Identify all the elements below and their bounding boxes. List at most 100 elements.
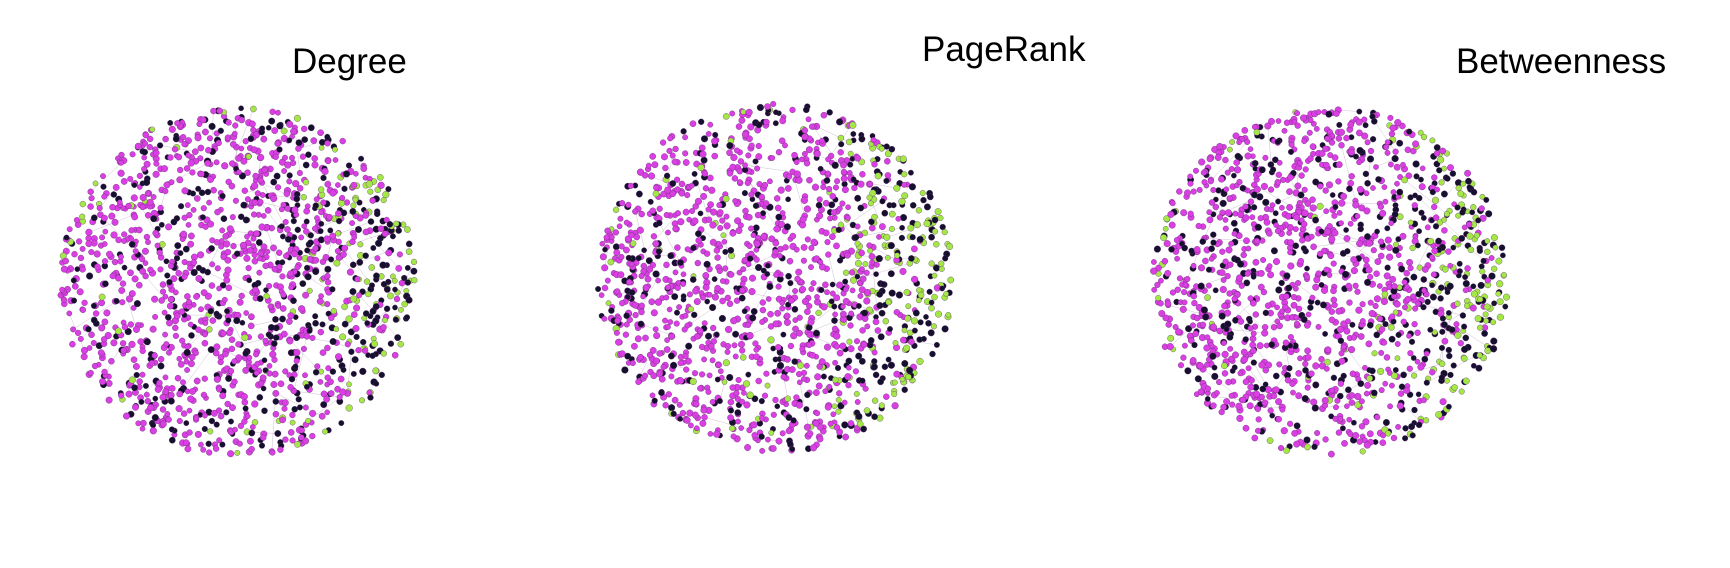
network-node	[754, 165, 761, 172]
network-node	[679, 409, 687, 417]
network-node	[764, 103, 771, 110]
network-node	[216, 437, 223, 444]
network-node	[618, 350, 626, 358]
network-node	[393, 220, 400, 227]
network-node	[868, 253, 876, 260]
network-node	[1405, 172, 1413, 179]
network-node	[1392, 367, 1399, 373]
network-node	[286, 120, 294, 128]
network-node	[1295, 280, 1301, 286]
network-node	[94, 263, 101, 271]
network-node	[767, 323, 775, 330]
network-node	[1420, 215, 1427, 221]
network-node	[826, 383, 833, 390]
network-node	[368, 264, 376, 271]
network-node	[1308, 370, 1315, 377]
network-node	[163, 258, 170, 265]
network-node	[162, 388, 169, 395]
network-node	[735, 376, 742, 384]
network-node	[863, 288, 872, 297]
network-node	[324, 140, 331, 147]
network-node	[367, 188, 374, 195]
network-node	[693, 400, 700, 408]
network-node	[1369, 113, 1376, 120]
network-node	[789, 232, 797, 240]
network-node	[1367, 299, 1374, 306]
network-node	[377, 181, 385, 189]
network-node	[746, 135, 753, 143]
network-node	[689, 208, 696, 214]
network-node	[396, 251, 403, 258]
network-node	[1216, 143, 1224, 150]
network-node	[765, 262, 771, 269]
network-node	[747, 255, 754, 262]
network-node	[1235, 402, 1243, 410]
network-node	[863, 297, 871, 305]
network-node	[1415, 421, 1423, 429]
network-node	[369, 197, 376, 204]
network-node	[1387, 323, 1395, 331]
network-node	[649, 153, 657, 160]
network-node	[1348, 346, 1356, 354]
network-node	[228, 336, 236, 343]
network-node	[1466, 184, 1473, 191]
network-node	[1200, 306, 1208, 314]
network-node	[1209, 352, 1217, 360]
network-node	[1335, 307, 1343, 315]
network-node	[780, 373, 787, 380]
network-node	[801, 127, 809, 134]
network-node	[677, 259, 684, 266]
network-node	[1447, 262, 1453, 269]
network-node	[1202, 257, 1209, 265]
network-node	[755, 263, 763, 272]
network-node	[1214, 154, 1222, 161]
network-node	[1383, 354, 1391, 361]
network-node	[834, 178, 841, 185]
network-node	[216, 386, 223, 393]
network-node	[845, 214, 851, 221]
network-node	[752, 340, 759, 347]
network-node	[1180, 354, 1187, 361]
network-node	[194, 430, 202, 438]
network-node	[1324, 346, 1332, 354]
network-node	[345, 162, 353, 169]
network-node	[1302, 360, 1309, 368]
network-node	[372, 367, 380, 375]
network-node	[753, 247, 760, 253]
network-node	[154, 385, 162, 393]
network-node	[831, 303, 838, 310]
network-node	[1406, 128, 1413, 135]
network-node	[933, 264, 940, 272]
network-node	[302, 291, 310, 299]
network-node	[186, 407, 193, 414]
network-node	[283, 190, 291, 197]
network-node	[608, 307, 615, 314]
network-node	[742, 207, 749, 215]
network-node	[1310, 243, 1317, 251]
network-node	[85, 228, 93, 236]
network-node	[1168, 221, 1176, 229]
network-node	[145, 239, 151, 245]
network-node	[1278, 445, 1284, 451]
network-node	[774, 204, 782, 212]
network-node	[692, 287, 700, 295]
network-node	[296, 170, 303, 176]
network-node	[183, 358, 190, 365]
network-node	[689, 377, 697, 386]
network-node	[199, 214, 206, 221]
network-node	[1312, 216, 1319, 224]
network-node	[294, 441, 301, 448]
network-node	[1384, 225, 1391, 232]
network-node	[917, 319, 924, 326]
network-node	[1382, 198, 1389, 205]
network-node	[250, 211, 258, 218]
network-node	[878, 309, 886, 317]
network-node	[682, 353, 689, 359]
network-node	[1429, 282, 1435, 289]
network-node	[676, 401, 683, 408]
network-node	[357, 241, 364, 248]
network-node	[309, 432, 316, 440]
network-node	[151, 414, 159, 422]
network-node	[687, 306, 694, 313]
network-node	[351, 234, 358, 241]
